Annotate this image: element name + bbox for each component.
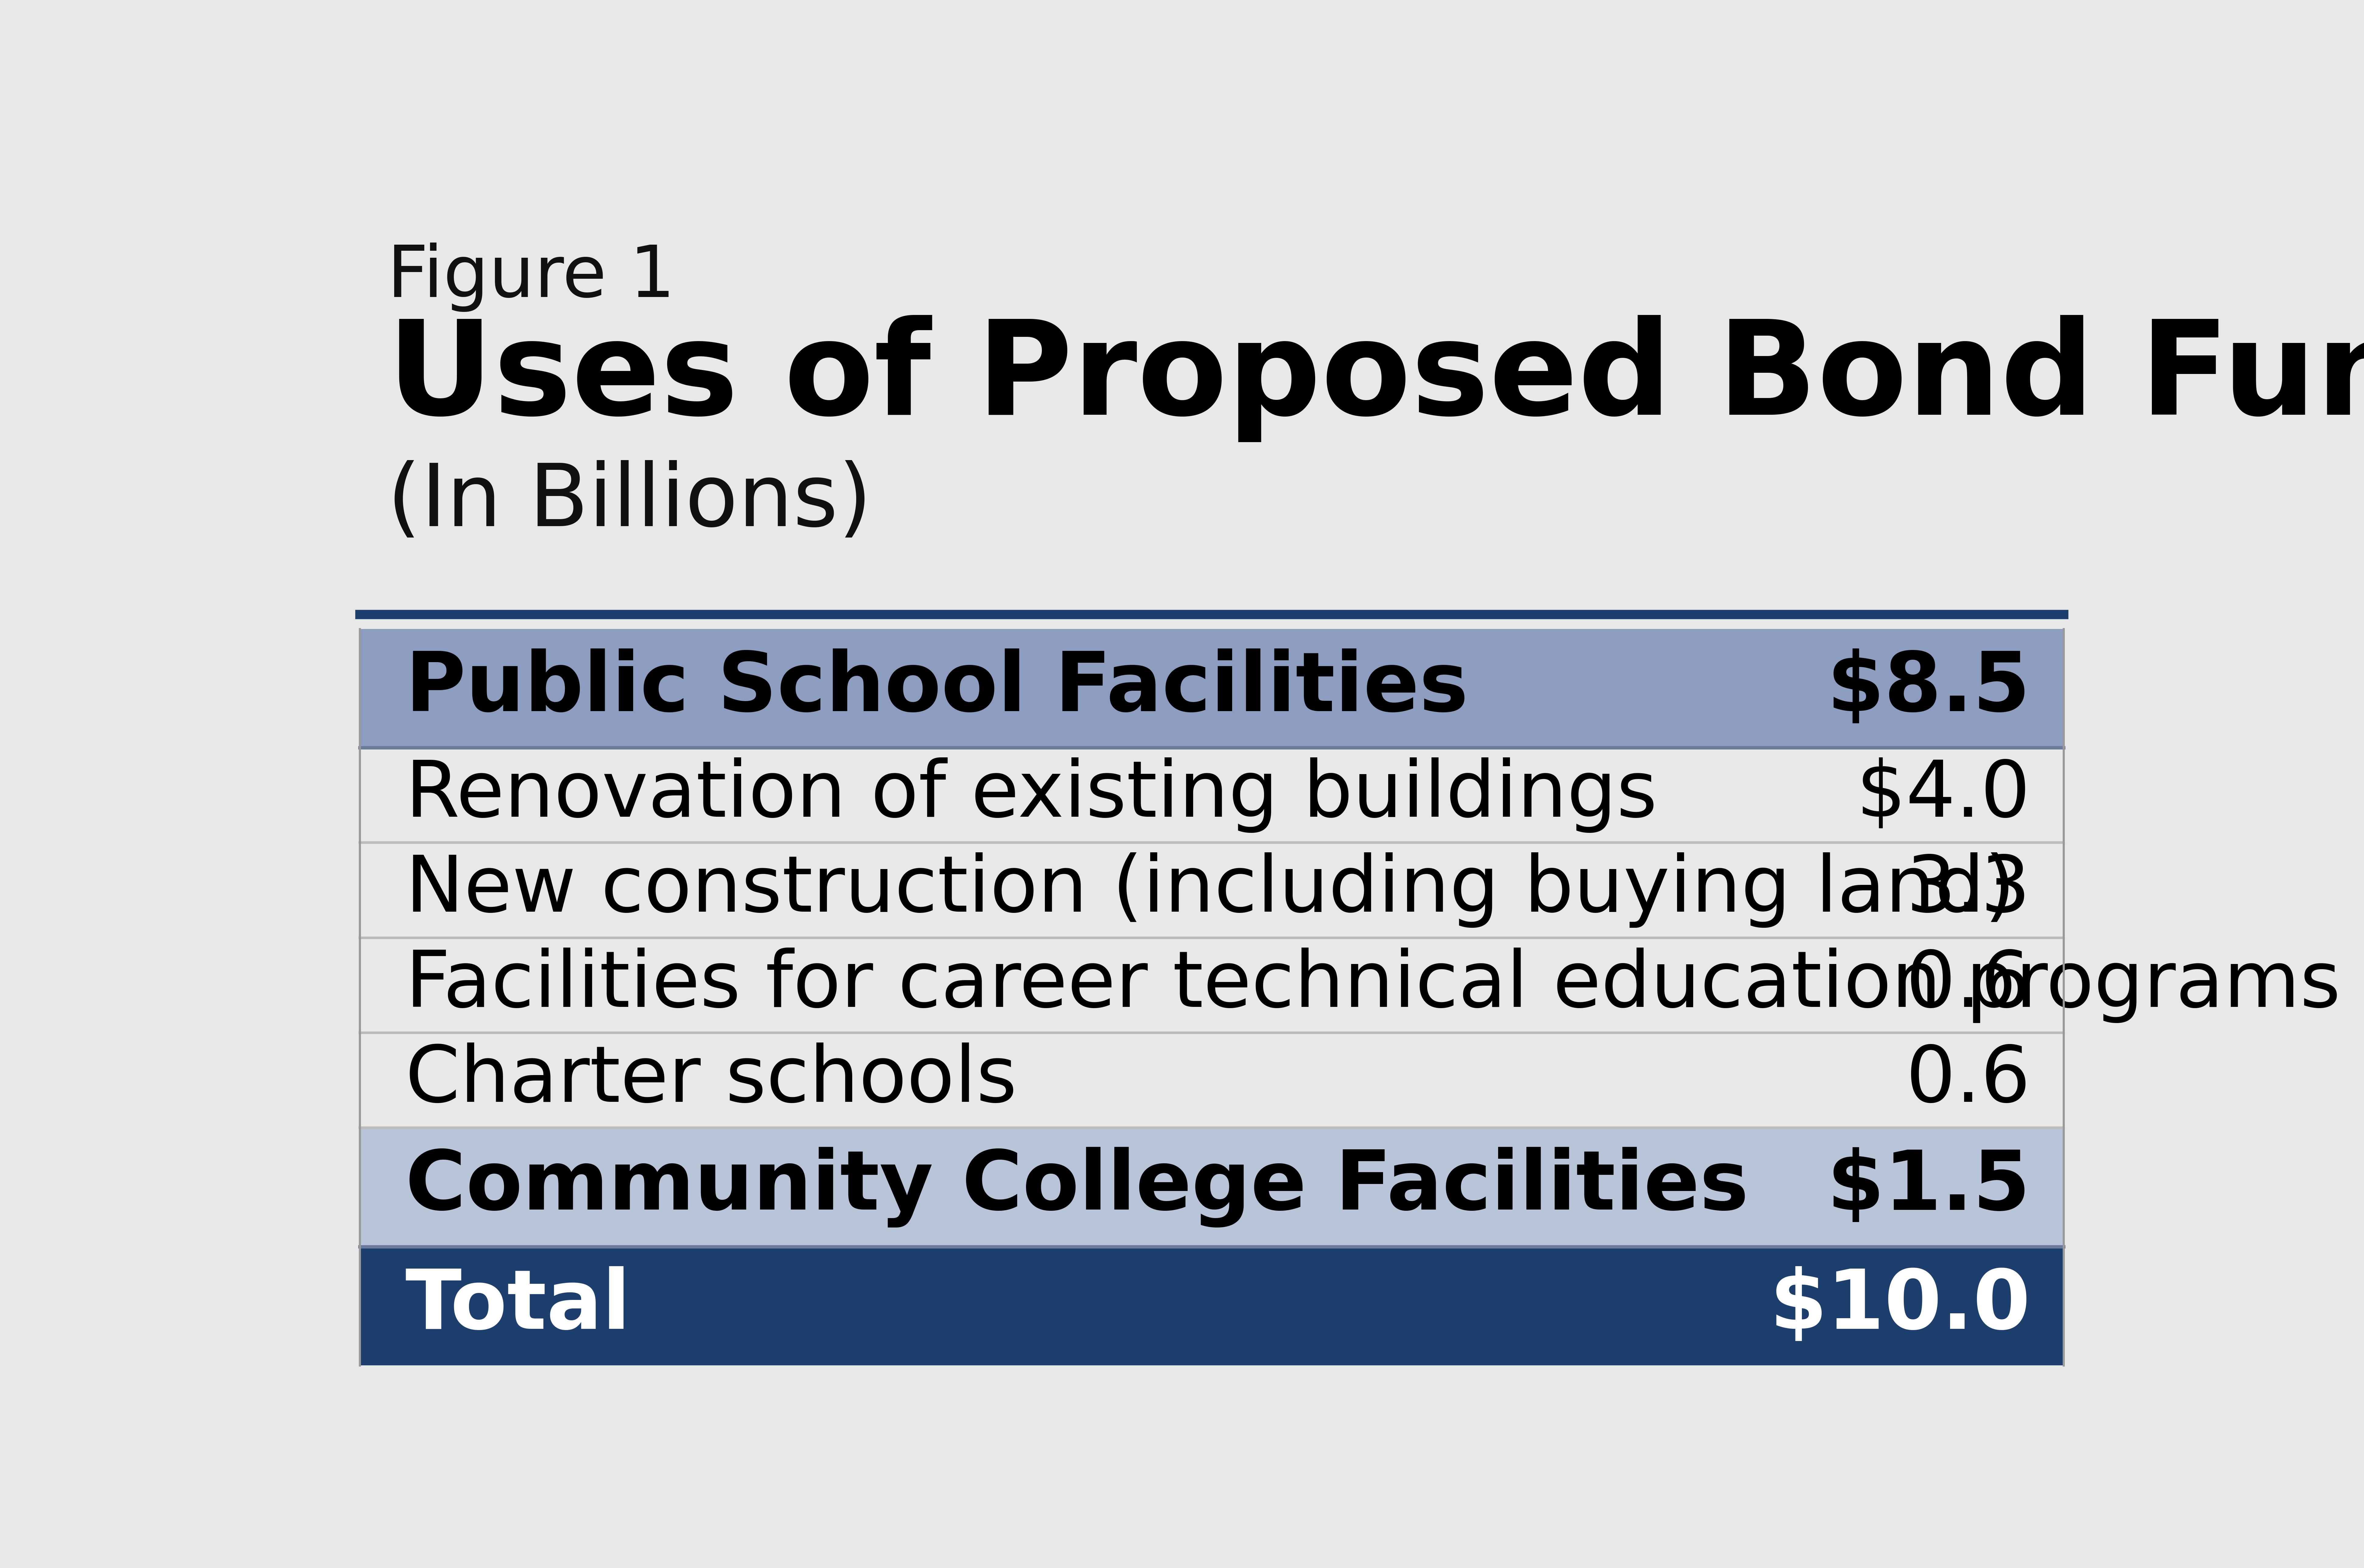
Text: 3.3: 3.3 bbox=[1905, 853, 2031, 928]
Text: 0.6: 0.6 bbox=[1905, 1043, 2031, 1118]
Text: $1.5: $1.5 bbox=[1827, 1148, 2031, 1228]
Text: Charter schools: Charter schools bbox=[407, 1043, 1017, 1118]
Text: $4.0: $4.0 bbox=[1856, 757, 2031, 833]
Text: $8.5: $8.5 bbox=[1827, 649, 2031, 728]
Bar bbox=[359, 1127, 2064, 1247]
Bar bbox=[359, 1033, 2064, 1127]
Text: New construction (including buying land): New construction (including buying land) bbox=[407, 853, 2014, 928]
Text: Figure 1: Figure 1 bbox=[388, 243, 676, 312]
Bar bbox=[359, 1247, 2064, 1366]
Text: 0.6: 0.6 bbox=[1905, 947, 2031, 1022]
Bar bbox=[359, 748, 2064, 842]
Bar bbox=[359, 629, 2064, 748]
Bar bbox=[359, 938, 2064, 1033]
Text: Facilities for career technical education programs: Facilities for career technical educatio… bbox=[407, 947, 2340, 1022]
Text: $10.0: $10.0 bbox=[1771, 1265, 2031, 1345]
Text: Community College Facilities: Community College Facilities bbox=[407, 1146, 1749, 1228]
Text: Uses of Proposed Bond Funds: Uses of Proposed Bond Funds bbox=[388, 315, 2364, 442]
Text: (In Billions): (In Billions) bbox=[388, 459, 872, 544]
Text: Public School Facilities: Public School Facilities bbox=[407, 649, 1468, 728]
Bar bbox=[359, 842, 2064, 938]
Text: Renovation of existing buildings: Renovation of existing buildings bbox=[407, 757, 1657, 833]
Text: Total: Total bbox=[407, 1265, 631, 1345]
